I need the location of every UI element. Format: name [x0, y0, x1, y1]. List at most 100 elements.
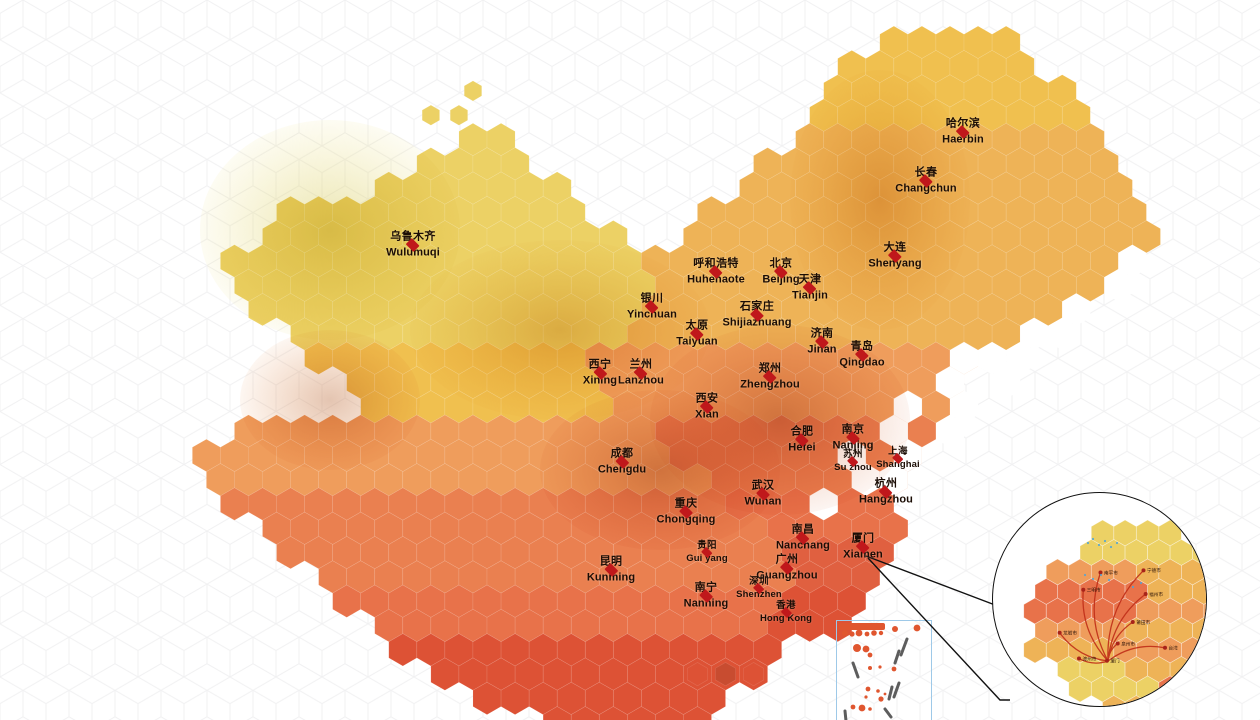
city-name-en: Hefei [788, 441, 816, 454]
city-marker-hong-kong[interactable]: 香港 Hong Kong [760, 601, 812, 623]
city-marker-chengdu[interactable]: 成都 Chengdu [598, 448, 646, 476]
city-marker-changchun[interactable]: 长春 Changchun [895, 166, 957, 195]
inset-city-label: 宁德市 [1147, 567, 1161, 574]
city-marker-shenyang[interactable]: 大连 Shenyang [868, 242, 921, 270]
inset-city-dot[interactable] [1163, 645, 1167, 650]
hex-tile[interactable] [449, 104, 468, 126]
city-marker-xiamen[interactable]: 厦门 Xiamen [843, 533, 883, 561]
sea-gap-tile [949, 390, 979, 423]
city-marker-wulumuqi[interactable]: 乌鲁木齐 Wulumuqi [386, 230, 440, 259]
city-name-cn: 重庆 [674, 497, 698, 510]
city-marker-su-zhou[interactable]: 苏州 Su zhou [834, 450, 872, 472]
hex-tile[interactable] [687, 662, 708, 687]
inset-city-dot[interactable] [1141, 568, 1146, 573]
south-china-sea-inset[interactable] [836, 620, 932, 720]
inset-river-marker [1107, 578, 1111, 582]
flow-arc [1107, 593, 1147, 662]
city-marker-qingdao[interactable]: 青岛 Qingdao [839, 341, 884, 369]
city-name-cn: 南京 [841, 423, 865, 436]
flow-arc [1093, 572, 1109, 662]
city-name-en: Xian [695, 408, 719, 421]
inset-city-label: 莆田市 [1136, 619, 1150, 626]
city-marker-gui-yang[interactable]: 贵阳 Gui yang [686, 541, 727, 563]
city-marker-wuhan[interactable]: 武汉 Wuhan [744, 480, 782, 508]
city-marker-shanghai[interactable]: 上海 Shanghai [876, 447, 920, 469]
inset-city-label: 厦门 [1110, 658, 1120, 665]
city-marker-beijing[interactable]: 北京 Beijing [762, 258, 800, 286]
city-marker-kunming[interactable]: 昆明 Kunming [586, 556, 636, 584]
city-marker-lanzhou[interactable]: 兰州 Lanzhou [618, 359, 664, 387]
city-name-cn: 合肥 [790, 425, 814, 438]
inset-river-marker [1131, 585, 1135, 589]
inset-river-marker [1097, 543, 1101, 547]
city-name-cn: 太原 [685, 319, 709, 332]
inset-river-marker [1139, 581, 1143, 585]
city-name-en: Gui yang [686, 552, 728, 564]
fujian-detail-magnifier[interactable]: 南平市 宁德市 三明市 福州市 莆田市 龙岩市 泉州市 漳州市 台湾 厦门 [992, 492, 1207, 707]
city-marker-taiyuan[interactable]: 太原 Taiyuan [676, 319, 717, 348]
city-marker-xining[interactable]: 西宁 Xining [583, 359, 617, 387]
city-name-cn: 杭州 [874, 477, 898, 490]
city-marker-yinchuan[interactable]: 银川 Yinchuan [627, 292, 677, 321]
city-marker-hefei[interactable]: 合肥 Hefei [788, 425, 816, 454]
inset-city-dot[interactable] [1077, 656, 1081, 661]
city-name-en: Kunming [586, 571, 636, 584]
city-name-en: Hong Kong [759, 612, 813, 624]
city-name-cn: 南昌 [791, 523, 815, 536]
city-name-en: Shijiazhuang [722, 316, 792, 329]
inset-river-marker [1115, 541, 1119, 545]
inset-river-marker [1091, 537, 1095, 541]
hex-tile[interactable] [683, 706, 712, 720]
inset-city-dot[interactable] [1143, 592, 1148, 597]
city-name-en: Hangzhou [859, 493, 913, 506]
city-name-en: Nanchang [776, 539, 830, 552]
inset-city-label: 南平市 [1104, 569, 1118, 576]
city-marker-huhehaote[interactable]: 呼和浩特 Huhehaote [687, 257, 745, 286]
city-marker-shenzhen[interactable]: 深圳 Shenzhen [736, 577, 782, 599]
city-marker-nanjing[interactable]: 南京 Nanjing [832, 423, 873, 452]
city-name-en: Wuhan [744, 495, 782, 508]
city-name-cn: 贵阳 [697, 540, 717, 551]
sea-gap-tile [935, 366, 965, 399]
inset-city-dot[interactable] [1057, 630, 1062, 635]
city-marker-nanchang[interactable]: 南昌 Nanchang [776, 523, 830, 552]
city-name-cn: 哈尔滨 [945, 117, 981, 130]
city-marker-nanning[interactable]: 南宁 Nanning [684, 582, 729, 610]
hex-tile[interactable] [463, 80, 482, 102]
city-name-cn: 广州 [775, 553, 799, 566]
city-name-cn: 苏州 [843, 449, 863, 460]
city-marker-xian[interactable]: 西安 Xian [695, 393, 719, 421]
city-marker-tianjin[interactable]: 天津 Tianjin [792, 274, 828, 302]
city-marker-jinan[interactable]: 济南 Jinan [807, 328, 836, 356]
inset-city-dot[interactable] [1130, 620, 1135, 624]
city-name-en: Tianjin [792, 289, 828, 302]
inset-city-dot[interactable] [1115, 641, 1120, 646]
city-name-cn: 长春 [914, 166, 938, 179]
inset-city-dot[interactable] [1081, 587, 1086, 592]
city-name-cn: 乌鲁木齐 [390, 230, 436, 243]
flow-arc [1107, 645, 1166, 662]
city-marker-shijiazhuang[interactable]: 石家庄 Shijiazhuang [722, 301, 792, 329]
city-name-cn: 呼和浩特 [693, 257, 739, 270]
city-marker-guangzhou[interactable]: 广州 Guangzhou [756, 553, 818, 582]
inset-hex-tile [1203, 680, 1206, 698]
city-marker-zhengzhou[interactable]: 郑州 Zhengzhou [740, 363, 800, 391]
city-marker-hangzhou[interactable]: 杭州 Hangzhou [859, 477, 913, 506]
inset-city-dot[interactable] [1104, 658, 1109, 663]
city-name-cn: 银川 [640, 292, 664, 305]
inset-river-marker [1109, 545, 1113, 549]
city-marker-haerbin[interactable]: 哈尔滨 Haerbin [942, 117, 984, 146]
hex-tile[interactable] [421, 104, 440, 126]
inset-river-marker [1099, 573, 1103, 577]
city-marker-chongqing[interactable]: 重庆 Chongqing [657, 497, 716, 526]
city-name-en: Beijing [762, 273, 800, 286]
inset-city-dot[interactable] [1098, 570, 1103, 575]
city-name-en: Guangzhou [756, 569, 818, 582]
city-name-en: Changchun [895, 182, 957, 195]
hex-tile[interactable] [715, 662, 736, 687]
city-name-en: Su zhou [834, 461, 872, 473]
hex-tile[interactable] [743, 662, 764, 687]
inset-city-label: 三明市 [1087, 587, 1101, 594]
sea-gap-tile [1062, 293, 1091, 326]
